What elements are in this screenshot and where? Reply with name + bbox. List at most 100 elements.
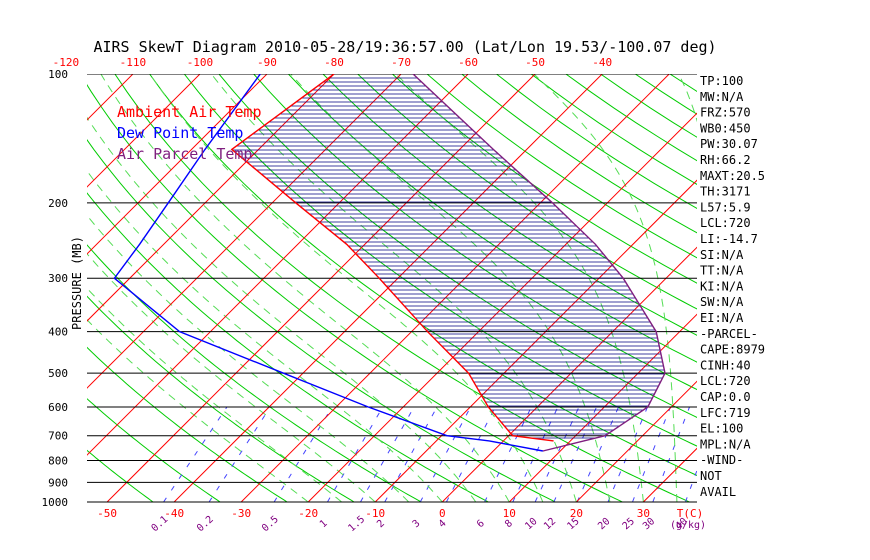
- chart-title: AIRS SkewT Diagram 2010-05-28/19:36:57.0…: [93, 38, 716, 56]
- index-entry: MPL:N/A: [700, 437, 751, 451]
- mixing-ratio-line: [512, 406, 559, 502]
- bottom-temp-tick-label: -30: [231, 507, 251, 520]
- isotherm: [106, 74, 536, 502]
- mixing-ratio-label: 0.5: [260, 514, 281, 534]
- mixing-ratio-label: 2: [375, 518, 387, 530]
- isotherm: [508, 313, 697, 502]
- index-entry: MW:N/A: [700, 90, 744, 104]
- index-entry: L57:5.9: [700, 200, 751, 214]
- mixing-ratio-line: [553, 406, 597, 502]
- moist-adiabat: [211, 74, 577, 502]
- pressure-tick-label: 800: [48, 455, 68, 468]
- mixing-ratio-line: [208, 406, 271, 502]
- index-entry: EI:N/A: [700, 311, 744, 325]
- dry-adiabat: [149, 74, 697, 476]
- isotherm: [87, 74, 201, 188]
- index-entry: WB0:450: [700, 121, 751, 135]
- index-entry: EL:100: [700, 422, 743, 436]
- dry-adiabat: [253, 74, 697, 391]
- moist-adiabat: [87, 253, 376, 502]
- index-entry: KI:N/A: [700, 279, 744, 293]
- dry-adiabat: [87, 83, 624, 502]
- dry-adiabat: [87, 295, 356, 502]
- index-entry: NOT: [700, 469, 722, 483]
- index-entry: PW:30.07: [700, 137, 758, 151]
- moist-adiabat: [149, 74, 544, 502]
- dry-adiabat: [87, 244, 423, 502]
- isotherm: [87, 74, 335, 322]
- index-entry: -PARCEL-: [700, 327, 758, 341]
- dry-adiabat: [87, 398, 222, 502]
- mixing-ratio-line: [607, 406, 648, 502]
- dry-adiabat: [426, 74, 697, 259]
- y-axis-label: PRESSURE (MB): [70, 236, 84, 330]
- index-entry: TH:3171: [700, 185, 751, 199]
- dry-adiabat: [87, 192, 490, 502]
- legend-entry: Air Parcel Temp: [117, 145, 252, 163]
- bottom-temp-tick-label: -20: [298, 507, 318, 520]
- bottom-temp-tick-label: -40: [164, 507, 184, 520]
- index-entry: TT:N/A: [700, 264, 744, 278]
- dry-adiabat: [357, 74, 697, 310]
- isotherm: [307, 112, 697, 502]
- mixing-ratio-line: [360, 406, 415, 502]
- legend-entry: Ambient Air Temp: [117, 103, 262, 121]
- isotherm: [374, 179, 697, 502]
- mixing-ratio-line: [273, 406, 333, 502]
- top-temp-tick-label: -40: [592, 56, 612, 69]
- isotherm: [240, 74, 670, 502]
- moist-adiabat: [290, 74, 611, 502]
- index-entry: LFC:719: [700, 406, 751, 420]
- isotherm: [87, 74, 402, 389]
- dry-adiabat: [87, 139, 557, 502]
- index-entry: CAPE:8979: [700, 343, 765, 357]
- top-temp-tick-label: -70: [391, 56, 411, 69]
- series-line-1: [113, 74, 544, 452]
- index-entry: -WIND-: [700, 453, 743, 467]
- top-temp-tick-label: -80: [324, 56, 344, 69]
- index-entry: TP:100: [700, 74, 743, 88]
- profile-lines: [113, 74, 666, 452]
- cape-hatching: [232, 77, 665, 439]
- index-entry: LCL:720: [700, 216, 751, 230]
- mixing-ratio-line: [445, 406, 496, 502]
- mixing-ratio-line: [484, 406, 532, 502]
- isotherm: [87, 74, 268, 255]
- pressure-tick-label: 600: [48, 401, 68, 414]
- mixing-ratio-line: [631, 406, 671, 502]
- mixing-ratio-label: 1: [318, 518, 330, 530]
- bottom-temp-tick-label: 30: [637, 507, 650, 520]
- mixing-ratio-label: 10: [523, 516, 539, 532]
- pressure-tick-label: 400: [48, 326, 68, 339]
- dry-adiabat: [87, 449, 154, 502]
- top-temp-tick-label: -120: [53, 56, 80, 69]
- mixing-ratio-label: 4: [437, 518, 449, 530]
- pressure-tick-label: 700: [48, 430, 68, 443]
- top-temp-tick-label: -90: [257, 56, 277, 69]
- dry-adiabat: [496, 74, 697, 209]
- mixing-ratio-line: [576, 406, 619, 502]
- series-line-0: [230, 74, 554, 442]
- dry-adiabat: [392, 74, 697, 284]
- mixing-ratio-line: [163, 406, 228, 502]
- index-entry: CAP:0.0: [700, 390, 751, 404]
- pressure-tick-label: 100: [48, 68, 68, 81]
- top-temp-tick-label: -60: [458, 56, 478, 69]
- series-line-2: [412, 74, 666, 452]
- mixing-ratio-unit-label: (g/kg): [670, 520, 706, 531]
- isotherm: [575, 380, 697, 502]
- top-temp-tick-label: -110: [120, 56, 147, 69]
- mixing-ratio-label: 8: [503, 518, 515, 530]
- mixing-ratio-label: 25: [621, 516, 637, 532]
- bottom-temp-tick-label: -10: [365, 507, 385, 520]
- bottom-temp-tick-label: -50: [97, 507, 117, 520]
- index-entry: MAXT:20.5: [700, 169, 765, 183]
- pressure-tick-label: 1000: [42, 496, 69, 509]
- mixing-ratio-label: 3: [411, 518, 423, 530]
- mixing-ratio-line: [327, 406, 384, 502]
- isotherm: [87, 74, 469, 456]
- pressure-tick-label: 900: [48, 476, 68, 489]
- index-entry: CINH:40: [700, 358, 751, 372]
